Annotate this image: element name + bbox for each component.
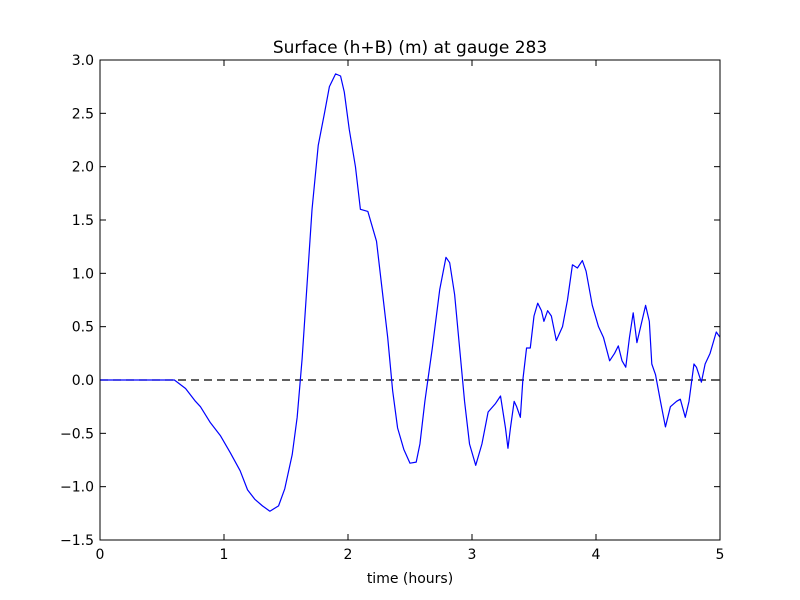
x-axis-label: time (hours): [367, 571, 453, 587]
x-tick-label: 3: [468, 547, 477, 563]
chart-title: Surface (h+B) (m) at gauge 283: [273, 38, 547, 58]
y-tick-label: −1.0: [60, 480, 94, 496]
y-tick-label: −1.5: [60, 533, 94, 549]
x-tick-label: 0: [96, 547, 105, 563]
y-tick-label: 1.5: [72, 213, 94, 229]
x-tick-label: 5: [716, 547, 725, 563]
y-tick-label: 2.5: [72, 106, 94, 122]
y-tick-label: 0.5: [72, 320, 94, 336]
y-tick-label: 0.0: [72, 373, 94, 389]
x-tick-label: 2: [344, 547, 353, 563]
y-tick-label: 3.0: [72, 53, 94, 69]
y-tick-label: −0.5: [60, 426, 94, 442]
line-series: [100, 73, 721, 512]
y-tick-label: 2.0: [72, 160, 94, 176]
x-tick-label: 4: [592, 547, 601, 563]
plot-frame: [99, 59, 721, 541]
y-tick-label: 1.0: [72, 266, 94, 282]
x-tick-label: 1: [220, 547, 229, 563]
